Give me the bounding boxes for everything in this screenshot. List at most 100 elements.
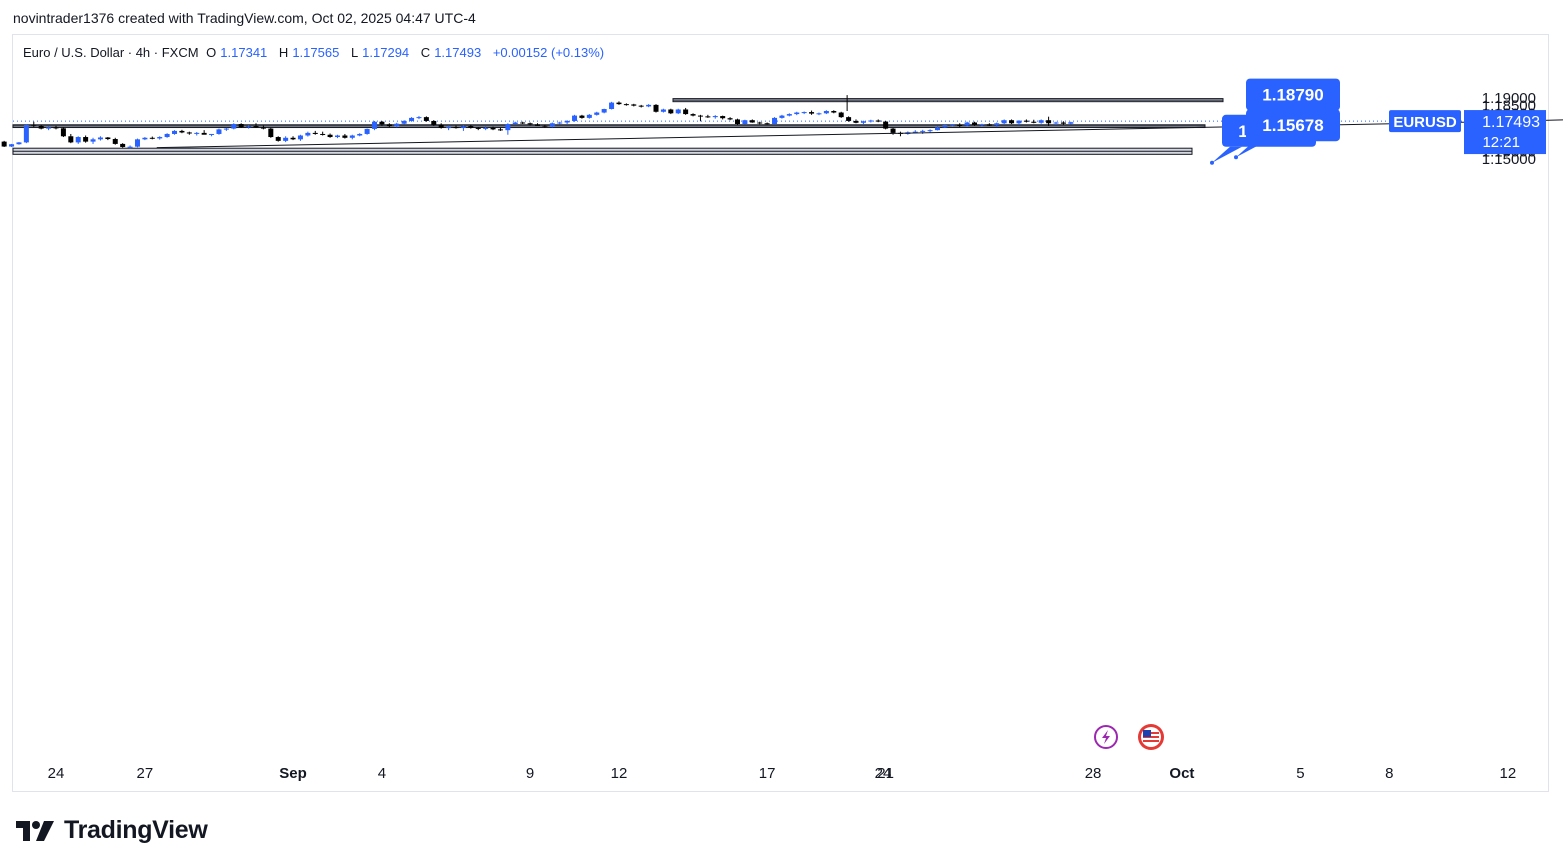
candle bbox=[542, 124, 548, 128]
candle bbox=[438, 123, 444, 129]
candle-body bbox=[1068, 122, 1074, 124]
low-value: 1.17294 bbox=[362, 45, 410, 60]
candle-body bbox=[364, 128, 370, 134]
low-label: L bbox=[350, 45, 359, 60]
candle-body bbox=[727, 118, 733, 120]
candle bbox=[164, 133, 170, 138]
candle bbox=[534, 123, 540, 126]
candle bbox=[490, 126, 496, 131]
candle bbox=[9, 143, 15, 147]
price-axis[interactable]: 1.190001.185001.180001.170001.165001.160… bbox=[1389, 90, 1546, 168]
candle bbox=[809, 110, 815, 115]
candle bbox=[31, 121, 37, 128]
candle bbox=[112, 137, 118, 145]
candle-body bbox=[231, 124, 237, 129]
candle bbox=[683, 107, 689, 115]
candle-body bbox=[31, 125, 37, 127]
candle bbox=[920, 129, 926, 134]
candle bbox=[690, 113, 696, 117]
candle-body bbox=[475, 127, 481, 129]
candle-body bbox=[53, 127, 59, 129]
candle-body bbox=[609, 102, 615, 110]
candle bbox=[68, 133, 74, 144]
candle bbox=[564, 120, 570, 125]
tradingview-logo[interactable]: TradingView bbox=[16, 816, 208, 845]
candle-body bbox=[764, 123, 770, 125]
candle-body bbox=[290, 137, 296, 140]
candle bbox=[401, 120, 407, 125]
candle bbox=[831, 110, 837, 114]
candle-body bbox=[409, 117, 415, 121]
candle-body bbox=[75, 137, 81, 143]
candle-body bbox=[172, 130, 178, 134]
candle-body bbox=[875, 120, 881, 122]
time-tick: 28 bbox=[1085, 765, 1102, 782]
candle bbox=[772, 117, 778, 125]
candle-body bbox=[823, 111, 829, 114]
candle-body bbox=[883, 121, 889, 129]
candle-body bbox=[734, 119, 740, 125]
candle-body bbox=[868, 120, 874, 122]
candle bbox=[38, 124, 44, 130]
candle bbox=[875, 119, 881, 123]
candle bbox=[1068, 121, 1074, 125]
candle-body bbox=[601, 109, 607, 113]
chart-pane[interactable] bbox=[12, 34, 1549, 792]
time-tick: 9 bbox=[526, 765, 534, 782]
candle-body bbox=[275, 137, 281, 141]
zones-layer bbox=[12, 98, 1465, 155]
candle bbox=[557, 121, 563, 125]
time-tick: 4 bbox=[378, 765, 386, 782]
candle-body bbox=[60, 128, 66, 137]
candle-body bbox=[23, 125, 29, 143]
candle bbox=[334, 134, 340, 139]
candle bbox=[297, 134, 303, 141]
candle-body bbox=[742, 120, 748, 125]
candle-body bbox=[690, 114, 696, 116]
candle bbox=[149, 136, 155, 140]
candle bbox=[312, 130, 318, 135]
candle-body bbox=[379, 121, 385, 125]
candle-body bbox=[90, 139, 96, 142]
candle bbox=[860, 120, 866, 125]
candle-body bbox=[342, 135, 348, 138]
candle bbox=[483, 126, 489, 131]
candle bbox=[1009, 119, 1015, 125]
time-tick: 24 bbox=[48, 765, 65, 782]
candle bbox=[475, 127, 481, 131]
us-flag-icon[interactable] bbox=[1138, 724, 1164, 750]
candle bbox=[586, 114, 592, 119]
candle-body bbox=[497, 129, 503, 131]
candle-body bbox=[334, 135, 340, 138]
candle-body bbox=[1060, 122, 1066, 124]
candle-body bbox=[720, 116, 726, 119]
candle bbox=[1053, 121, 1059, 126]
brand-name: TradingView bbox=[64, 816, 208, 844]
candle bbox=[1001, 119, 1007, 125]
candle-body bbox=[534, 124, 540, 126]
candle bbox=[712, 115, 718, 119]
candle-body bbox=[794, 112, 800, 115]
candle bbox=[238, 123, 244, 128]
callout-box bbox=[1246, 109, 1340, 142]
candle-body bbox=[586, 114, 592, 118]
candle-body bbox=[749, 120, 755, 123]
candle bbox=[209, 133, 215, 137]
candle bbox=[186, 131, 192, 135]
candle bbox=[46, 126, 52, 131]
time-axis[interactable]: 2427Sep491217212428Oct581215 bbox=[48, 765, 1563, 782]
time-tick: 24 bbox=[875, 765, 892, 782]
candle bbox=[216, 128, 222, 135]
candle-body bbox=[831, 111, 837, 113]
candle-body bbox=[38, 125, 44, 129]
candle-body bbox=[164, 133, 170, 138]
candle bbox=[520, 121, 526, 125]
candle bbox=[1016, 120, 1022, 125]
candle bbox=[853, 119, 859, 124]
candle-body bbox=[972, 122, 978, 125]
candle bbox=[512, 121, 518, 125]
candle-body bbox=[16, 142, 22, 145]
lightning-icon[interactable] bbox=[1094, 725, 1118, 749]
candle-body bbox=[305, 132, 311, 136]
